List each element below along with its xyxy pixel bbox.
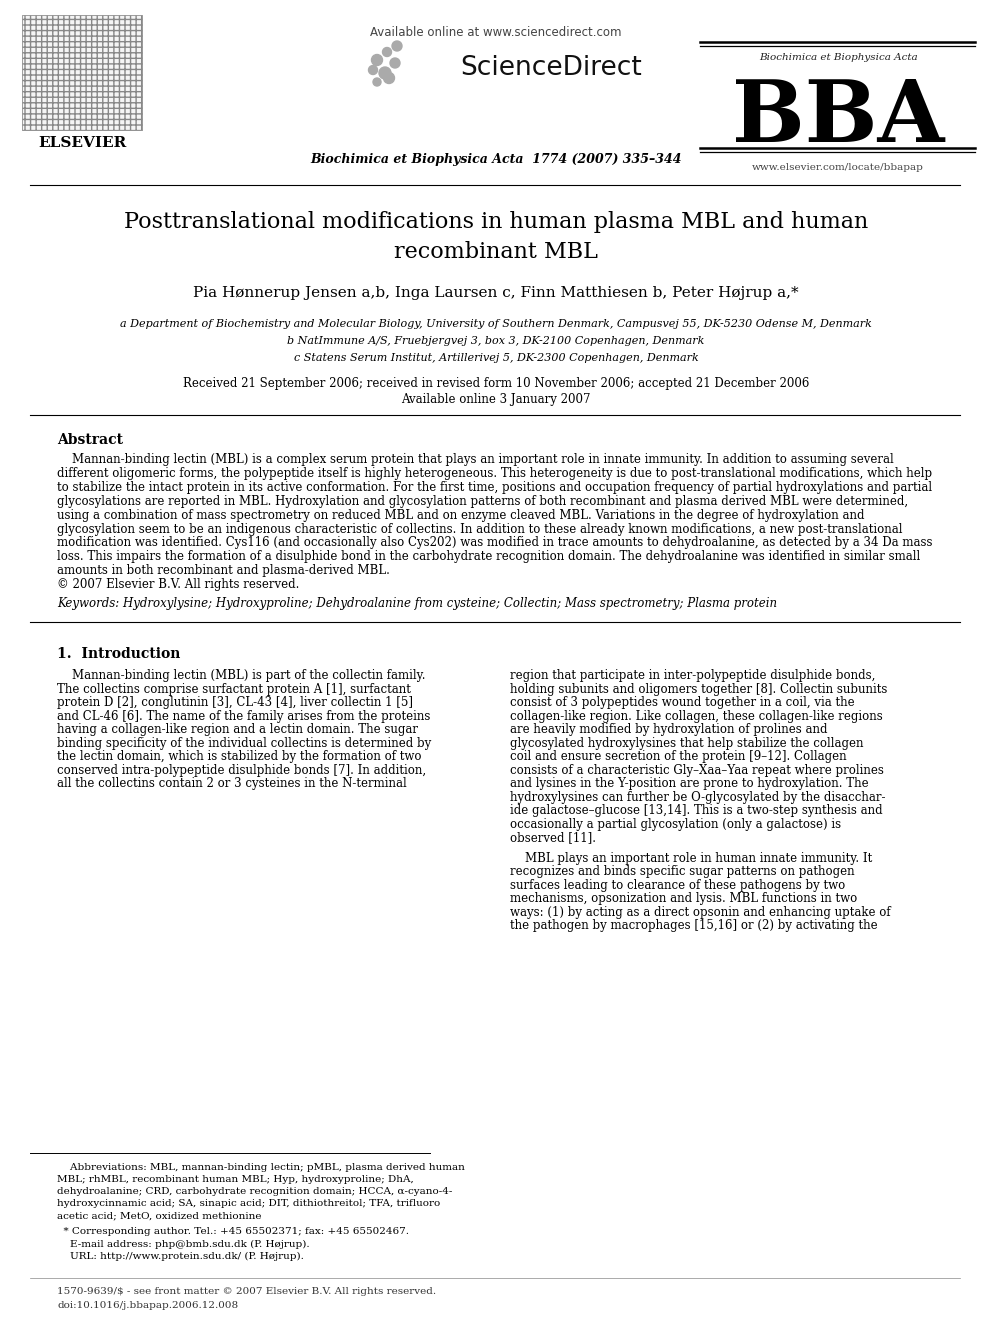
Text: to stabilize the intact protein in its active conformation. For the first time, : to stabilize the intact protein in its a… <box>57 482 932 493</box>
Text: Abstract: Abstract <box>57 433 123 447</box>
Circle shape <box>390 58 400 67</box>
Text: MBL plays an important role in human innate immunity. It: MBL plays an important role in human inn… <box>510 852 872 865</box>
Text: acetic acid; MetO, oxidized methionine: acetic acid; MetO, oxidized methionine <box>57 1212 262 1221</box>
Text: Keywords: Hydroxylysine; Hydroxyproline; Dehydroalanine from cysteine; Collectin: Keywords: Hydroxylysine; Hydroxyproline;… <box>57 598 777 610</box>
Text: Available online at www.sciencedirect.com: Available online at www.sciencedirect.co… <box>370 25 622 38</box>
Text: glycosylated hydroxylysines that help stabilize the collagen: glycosylated hydroxylysines that help st… <box>510 737 863 750</box>
Text: The collectins comprise surfactant protein A [1], surfactant: The collectins comprise surfactant prote… <box>57 683 411 696</box>
Circle shape <box>373 78 381 86</box>
Text: Posttranslational modifications in human plasma MBL and human: Posttranslational modifications in human… <box>124 210 868 233</box>
Text: holding subunits and oligomers together [8]. Collectin subunits: holding subunits and oligomers together … <box>510 683 888 696</box>
Text: consists of a characteristic Gly–Xaa–Yaa repeat where prolines: consists of a characteristic Gly–Xaa–Yaa… <box>510 763 884 777</box>
Text: surfaces leading to clearance of these pathogens by two: surfaces leading to clearance of these p… <box>510 878 845 892</box>
Text: MBL; rhMBL, recombinant human MBL; Hyp, hydroxyproline; DhA,: MBL; rhMBL, recombinant human MBL; Hyp, … <box>57 1176 414 1184</box>
Text: © 2007 Elsevier B.V. All rights reserved.: © 2007 Elsevier B.V. All rights reserved… <box>57 578 300 590</box>
Text: occasionally a partial glycosylation (only a galactose) is: occasionally a partial glycosylation (on… <box>510 818 841 831</box>
Text: ide galactose–glucose [13,14]. This is a two-step synthesis and: ide galactose–glucose [13,14]. This is a… <box>510 804 883 818</box>
Text: c Statens Serum Institut, Artillerivej 5, DK-2300 Copenhagen, Denmark: c Statens Serum Institut, Artillerivej 5… <box>294 353 698 363</box>
Text: ScienceDirect: ScienceDirect <box>460 56 642 81</box>
Text: URL: http://www.protein.sdu.dk/ (P. Højrup).: URL: http://www.protein.sdu.dk/ (P. Højr… <box>57 1252 304 1261</box>
Text: binding specificity of the individual collectins is determined by: binding specificity of the individual co… <box>57 737 432 750</box>
Text: Received 21 September 2006; received in revised form 10 November 2006; accepted : Received 21 September 2006; received in … <box>183 377 809 390</box>
Text: collagen-like region. Like collagen, these collagen-like regions: collagen-like region. Like collagen, the… <box>510 710 883 722</box>
Circle shape <box>384 73 395 83</box>
Text: are heavily modified by hydroxylation of prolines and: are heavily modified by hydroxylation of… <box>510 724 827 737</box>
Text: dehydroalanine; CRD, carbohydrate recognition domain; HCCA, α-cyano-4-: dehydroalanine; CRD, carbohydrate recogn… <box>57 1188 452 1196</box>
Text: coil and ensure secretion of the protein [9–12]. Collagen: coil and ensure secretion of the protein… <box>510 750 846 763</box>
Text: amounts in both recombinant and plasma-derived MBL.: amounts in both recombinant and plasma-d… <box>57 564 390 577</box>
Text: b NatImmune A/S, Fruebjergvej 3, box 3, DK-2100 Copenhagen, Denmark: b NatImmune A/S, Fruebjergvej 3, box 3, … <box>288 336 704 347</box>
Text: 1.  Introduction: 1. Introduction <box>57 647 181 662</box>
Circle shape <box>383 48 392 57</box>
Text: and CL-46 [6]. The name of the family arises from the proteins: and CL-46 [6]. The name of the family ar… <box>57 710 431 722</box>
Text: BBA: BBA <box>732 75 944 160</box>
Circle shape <box>371 54 383 66</box>
Text: loss. This impairs the formation of a disulphide bond in the carbohydrate recogn: loss. This impairs the formation of a di… <box>57 550 921 564</box>
Text: doi:10.1016/j.bbapap.2006.12.008: doi:10.1016/j.bbapap.2006.12.008 <box>57 1301 238 1310</box>
Text: mechanisms, opsonization and lysis. MBL functions in two: mechanisms, opsonization and lysis. MBL … <box>510 892 857 905</box>
Text: www.elsevier.com/locate/bbapap: www.elsevier.com/locate/bbapap <box>752 164 924 172</box>
Text: a Department of Biochemistry and Molecular Biology, University of Southern Denma: a Department of Biochemistry and Molecul… <box>120 319 872 329</box>
Text: Abbreviations: MBL, mannan-binding lectin; pMBL, plasma derived human: Abbreviations: MBL, mannan-binding lecti… <box>57 1163 465 1172</box>
Text: the pathogen by macrophages [15,16] or (2) by activating the: the pathogen by macrophages [15,16] or (… <box>510 919 878 933</box>
Text: 1570-9639/$ - see front matter © 2007 Elsevier B.V. All rights reserved.: 1570-9639/$ - see front matter © 2007 El… <box>57 1287 436 1297</box>
Text: Available online 3 January 2007: Available online 3 January 2007 <box>401 393 591 406</box>
Text: Biochimica et Biophysica Acta: Biochimica et Biophysica Acta <box>759 53 918 62</box>
Circle shape <box>368 66 378 74</box>
Text: recombinant MBL: recombinant MBL <box>394 241 598 263</box>
Text: glycosylation seem to be an indigenous characteristic of collectins. In addition: glycosylation seem to be an indigenous c… <box>57 523 903 536</box>
FancyBboxPatch shape <box>22 15 142 130</box>
Text: conserved intra-polypeptide disulphide bonds [7]. In addition,: conserved intra-polypeptide disulphide b… <box>57 763 427 777</box>
Text: hydroxylysines can further be O-glycosylated by the disacchar-: hydroxylysines can further be O-glycosyl… <box>510 791 886 804</box>
Text: glycosylations are reported in MBL. Hydroxylation and glycosylation patterns of : glycosylations are reported in MBL. Hydr… <box>57 495 908 508</box>
Text: the lectin domain, which is stabilized by the formation of two: the lectin domain, which is stabilized b… <box>57 750 422 763</box>
Text: modification was identified. Cys116 (and occasionally also Cys202) was modified : modification was identified. Cys116 (and… <box>57 536 932 549</box>
Text: observed [11].: observed [11]. <box>510 831 596 844</box>
Circle shape <box>379 67 391 79</box>
Text: all the collectins contain 2 or 3 cysteines in the N-terminal: all the collectins contain 2 or 3 cystei… <box>57 778 407 791</box>
Text: using a combination of mass spectrometry on reduced MBL and on enzyme cleaved MB: using a combination of mass spectrometry… <box>57 509 864 521</box>
Text: and lysines in the Y-position are prone to hydroxylation. The: and lysines in the Y-position are prone … <box>510 778 869 791</box>
Circle shape <box>392 41 402 52</box>
Text: Biochimica et Biophysica Acta  1774 (2007) 335–344: Biochimica et Biophysica Acta 1774 (2007… <box>310 153 682 167</box>
Text: protein D [2], conglutinin [3], CL-43 [4], liver collectin 1 [5]: protein D [2], conglutinin [3], CL-43 [4… <box>57 696 413 709</box>
Text: Mannan-binding lectin (MBL) is part of the collectin family.: Mannan-binding lectin (MBL) is part of t… <box>57 669 426 683</box>
Text: * Corresponding author. Tel.: +45 65502371; fax: +45 65502467.: * Corresponding author. Tel.: +45 655023… <box>57 1228 409 1237</box>
Text: having a collagen-like region and a lectin domain. The sugar: having a collagen-like region and a lect… <box>57 724 418 737</box>
Text: Mannan-binding lectin (MBL) is a complex serum protein that plays an important r: Mannan-binding lectin (MBL) is a complex… <box>57 454 894 467</box>
Text: ELSEVIER: ELSEVIER <box>38 136 126 149</box>
Text: recognizes and binds specific sugar patterns on pathogen: recognizes and binds specific sugar patt… <box>510 865 855 878</box>
Text: consist of 3 polypeptides wound together in a coil, via the: consist of 3 polypeptides wound together… <box>510 696 855 709</box>
Text: E-mail address: php@bmb.sdu.dk (P. Højrup).: E-mail address: php@bmb.sdu.dk (P. Højru… <box>57 1240 310 1249</box>
Text: hydroxycinnamic acid; SA, sinapic acid; DIT, dithiothreitol; TFA, trifluoro: hydroxycinnamic acid; SA, sinapic acid; … <box>57 1200 440 1208</box>
Text: different oligomeric forms, the polypeptide itself is highly heterogeneous. This: different oligomeric forms, the polypept… <box>57 467 932 480</box>
Text: ways: (1) by acting as a direct opsonin and enhancing uptake of: ways: (1) by acting as a direct opsonin … <box>510 906 891 918</box>
Text: region that participate in inter-polypeptide disulphide bonds,: region that participate in inter-polypep… <box>510 669 875 683</box>
Text: Pia Hønnerup Jensen a,b, Inga Laursen c, Finn Matthiesen b, Peter Højrup a,*: Pia Hønnerup Jensen a,b, Inga Laursen c,… <box>193 286 799 300</box>
